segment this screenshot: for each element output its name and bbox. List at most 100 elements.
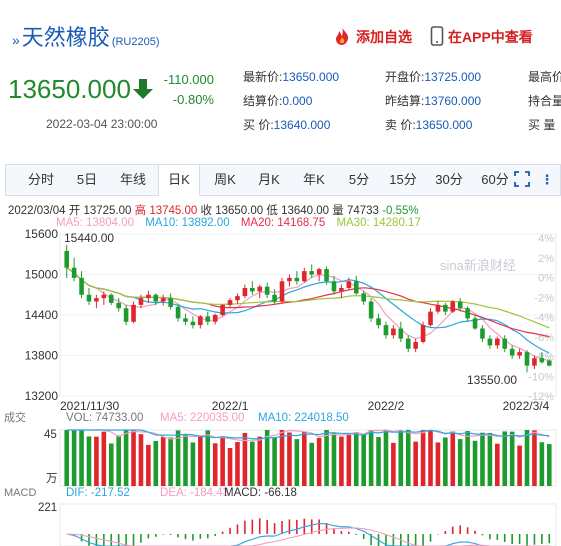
ma5-line <box>66 267 550 362</box>
tab-5day[interactable]: 5日 <box>76 172 98 187</box>
page-title: »天然橡胶 (RU2205) <box>12 20 160 52</box>
tab-yearly-k[interactable]: 年K <box>303 172 325 187</box>
candle-body <box>443 304 448 312</box>
macd-bar <box>147 534 150 539</box>
y-tick-label: 13800 <box>25 349 59 363</box>
tab-5min[interactable]: 5分 <box>348 172 370 187</box>
candle-body <box>405 338 411 349</box>
y-tick-label: 14400 <box>25 308 59 322</box>
candle-body <box>331 281 337 292</box>
open-app-label: 在APP中查看 <box>448 29 533 45</box>
x-tick-label: 2022/1 <box>212 399 249 413</box>
tab-daily-k[interactable]: 日K <box>158 165 200 196</box>
volume-bar <box>450 431 456 486</box>
pct-tick-label: -4% <box>534 312 554 324</box>
candle-body <box>257 286 263 292</box>
volume-bar <box>502 431 508 486</box>
tab-weekly-k[interactable]: 周K <box>214 172 236 187</box>
candle-body <box>64 250 70 268</box>
macd-top-label: 221 <box>38 502 57 514</box>
macd-bar <box>132 534 135 546</box>
macd-bar <box>362 534 365 539</box>
more-options-icon[interactable]: ⋮ <box>540 172 554 187</box>
candle-body <box>168 298 173 307</box>
volume-bar <box>79 430 84 486</box>
tab-60min[interactable]: 60分 <box>481 172 509 187</box>
volume-bar <box>517 445 522 486</box>
volume-frame <box>59 429 557 487</box>
vol-value: VOL: 74733.00 <box>66 412 143 424</box>
macd-bar <box>348 531 350 534</box>
tab-monthly-k[interactable]: 月K <box>258 172 280 187</box>
macd-bar <box>481 534 484 536</box>
chart-canvas: 15600 15000 14400 13800 13200 4% 2% 0% -2% -4% -6… <box>4 227 557 546</box>
macd-bar <box>496 534 499 540</box>
volume-bar <box>405 430 411 486</box>
candle-body <box>316 269 322 275</box>
volume-bar <box>220 436 225 486</box>
fullscreen-icon[interactable] <box>510 165 534 195</box>
tab-year-line[interactable]: 年线 <box>119 172 146 187</box>
macd-bar <box>533 534 536 545</box>
macd-bar <box>340 531 343 534</box>
macd-bar <box>206 534 209 539</box>
period-tabs: 分时 5日 年线 日K 周K 月K 年K 5分 15分 30分 60分 ⋮ <box>5 164 561 196</box>
candle-body <box>279 281 285 302</box>
candle-body <box>383 325 389 336</box>
volume-bar <box>294 439 300 486</box>
candle-body <box>413 342 418 349</box>
quote-cell-bid: 买 价:13640.000 <box>243 118 331 132</box>
candle-body <box>272 294 277 302</box>
macd-bar <box>162 534 165 535</box>
down-arrow-icon <box>133 79 153 99</box>
volume-bar <box>428 430 433 486</box>
candle-body <box>398 328 404 339</box>
macd-bar <box>489 534 491 540</box>
candle-body <box>465 308 470 319</box>
tab-intraday[interactable]: 分时 <box>27 172 54 187</box>
volume-bar <box>287 432 292 486</box>
volume-bar <box>279 430 285 486</box>
volume-bar <box>94 436 99 486</box>
candle-body <box>205 316 211 322</box>
candle-body <box>324 269 329 282</box>
header: »天然橡胶 (RU2205) 添加自选 在APP中查看 <box>0 0 561 58</box>
macd-bar <box>140 534 142 543</box>
candle-body <box>309 271 315 275</box>
candle-body <box>472 318 478 329</box>
quote-panel: 13650.000 -110.000 -0.80% 2022-03-04 23:… <box>0 60 561 140</box>
candle-body <box>212 315 218 322</box>
candle-body <box>86 294 92 302</box>
volume-bar <box>368 430 374 486</box>
macd-bar <box>318 519 320 534</box>
macd-bar <box>451 526 454 534</box>
phone-icon <box>430 26 444 46</box>
tab-15min[interactable]: 15分 <box>389 172 417 187</box>
candle-body <box>198 316 203 326</box>
macd-bar <box>422 534 424 546</box>
volume-bar <box>383 430 389 486</box>
candle-body <box>420 325 426 342</box>
candle-body <box>94 298 99 302</box>
macd-bar <box>266 520 268 534</box>
candle-body <box>532 358 537 366</box>
macd-bar <box>214 534 216 536</box>
macd-bar <box>325 523 328 534</box>
candle-body <box>138 298 144 305</box>
quote-cell-open-interest: 持合量 <box>528 94 561 108</box>
macd-bar <box>548 534 551 544</box>
volume-bar <box>339 436 344 486</box>
macd-bar <box>333 528 335 534</box>
macd-bar <box>169 534 172 535</box>
price-change: -110.000 <box>163 72 214 87</box>
macd-bar <box>407 534 410 546</box>
macd-bar <box>281 520 283 534</box>
macd-bar <box>414 534 417 546</box>
candle-body <box>376 318 381 326</box>
open-app-button[interactable]: 在APP中查看 <box>430 26 533 47</box>
candle-body <box>242 288 248 297</box>
add-watchlist-button[interactable]: 添加自选 <box>332 26 412 47</box>
candle-body <box>108 294 114 303</box>
tab-30min[interactable]: 30分 <box>435 172 463 187</box>
candle-body <box>480 328 485 339</box>
